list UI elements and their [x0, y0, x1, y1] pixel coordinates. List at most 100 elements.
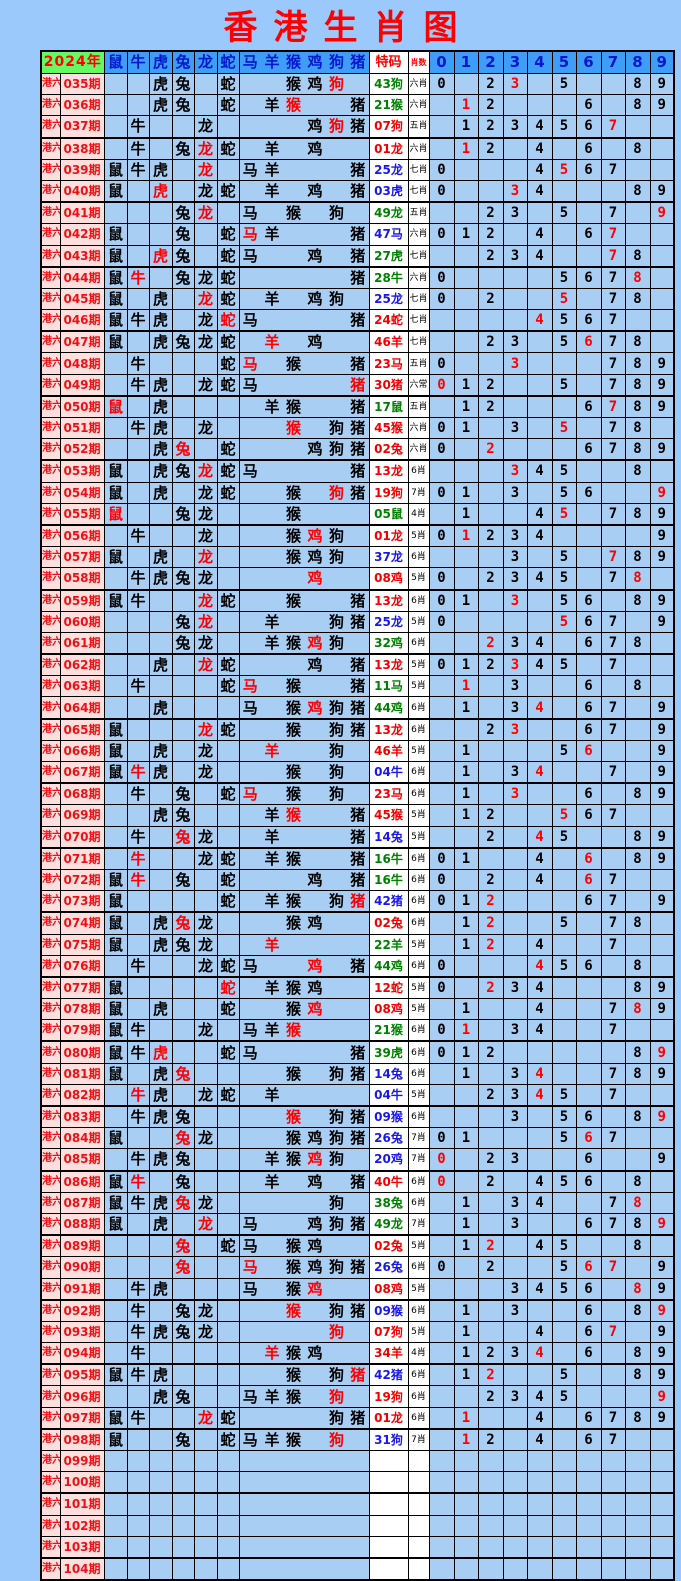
zodiac-cell: 马: [238, 1040, 262, 1064]
tail-digit-cell: [575, 1083, 602, 1107]
zodiac-cell: [304, 1449, 327, 1473]
zodiac-cell: [171, 1535, 195, 1559]
zodiac-cell: [304, 1363, 327, 1387]
tail-digit-cell: 5: [551, 115, 577, 139]
chart-row: 港六 069期虎兔羊猴猪 45猴 5肖 1 2 5 6 7: [40, 804, 675, 827]
tail-digit-cell: 9: [649, 825, 675, 849]
zodiac-cell: [126, 610, 150, 633]
zodiac-cell: 鼠: [103, 1428, 128, 1451]
zodiac-cell: [238, 438, 262, 462]
tail-digit-cell: 3: [502, 459, 528, 483]
period-cell: 086期: [59, 1170, 105, 1193]
chart-row: 港六 098期鼠兔蛇马羊猴狗 31狗 7肖 1 2 4 6 7: [40, 1428, 675, 1451]
zodiac-cell: 龙: [193, 459, 218, 483]
tail-digit-cell: [624, 1535, 651, 1559]
tail-digit-cell: [526, 1299, 553, 1322]
zodiac-cell: 马: [238, 373, 262, 397]
tail-digit-cell: 7: [600, 287, 626, 311]
zodiac-cell: [261, 1191, 284, 1214]
tail-digit-cell: [624, 115, 651, 139]
tail-digit-cell: 7: [600, 438, 626, 462]
chart-row: 港六 072期鼠牛兔蛇鸡猪 16牛 6肖 0 2 4 6 7: [40, 868, 675, 892]
tail-digit-cell: [526, 201, 553, 225]
tail-digit-cell: 5: [551, 481, 577, 504]
tail-digit-cell: [526, 438, 553, 462]
tail-digit-cell: [649, 1535, 675, 1559]
special-number-cell: 31狗: [368, 1428, 409, 1451]
tail-digit-cell: 7: [600, 223, 626, 246]
zodiac-cell: 鸡: [304, 244, 327, 268]
row-prefix-cell: 港六: [40, 1406, 61, 1430]
tail-digit-cell: [526, 1256, 553, 1279]
zodiac-cell: 狗: [326, 1256, 348, 1279]
tail-digit-cell: 8: [624, 1277, 651, 1301]
row-prefix-cell: 港六: [40, 782, 61, 806]
zodiac-cell: 狗: [326, 1320, 348, 1344]
tail-digit-cell: [551, 94, 577, 117]
zodiac-cell: [283, 137, 305, 160]
row-prefix-cell: 港六: [40, 1535, 61, 1559]
tail-digit-cell: [477, 1212, 504, 1237]
tail-digit-cell: [526, 782, 553, 806]
tail-digit-cell: [477, 1492, 504, 1516]
zodiac-cell: [148, 631, 173, 656]
zodiac-cell: 龙: [193, 137, 218, 160]
chart-row: 港六 058期牛虎兔龙鸡 08鸡 5肖 0 2 3 4 5 7 8: [40, 567, 675, 591]
tail-digit-cell: 9: [649, 524, 675, 548]
zodiac-cell: 龙: [193, 589, 218, 612]
zodiac-cell: [238, 524, 262, 548]
tail-digit-cell: [551, 1449, 577, 1473]
zodiac-cell: 蛇: [216, 72, 240, 96]
zodiac-cell: [304, 94, 327, 117]
zodiac-cell: [148, 1492, 173, 1516]
tail-digit-cell: [477, 352, 504, 375]
zodiac-cell: 龙: [193, 115, 218, 139]
zodiac-cell: 狗: [326, 610, 348, 633]
special-number-header: 特码: [368, 50, 409, 74]
tail-digit-cell: 8: [624, 1191, 651, 1214]
zodiac-cell: 牛: [126, 868, 150, 892]
tail-digit-cell: [526, 911, 553, 935]
zodiac-cell: [238, 1191, 262, 1214]
row-prefix-cell: 港六: [40, 718, 61, 741]
tail-digit-cell: [624, 1428, 651, 1451]
tail-digit-cell: [502, 954, 528, 978]
zodiac-cell: 龙: [193, 1406, 218, 1430]
tail-digit-cell: 2: [477, 395, 504, 418]
zodiac-cell: 猴: [283, 696, 305, 720]
zodiac-cell: 牛: [126, 416, 150, 440]
row-prefix-cell: 港六: [40, 266, 61, 289]
zodiac-cell: [347, 1449, 370, 1473]
period-cell: 063期: [59, 675, 105, 698]
zodiac-cell: 兔: [171, 1234, 195, 1258]
zodiac-cell: [103, 631, 128, 656]
zodiac-cell: [326, 1471, 348, 1495]
zodiac-cell: 牛: [126, 1083, 150, 1107]
zodiac-cell: [261, 546, 284, 569]
chart-row: 港六 088期鼠虎龙马鸡狗猪 49龙 7肖 1 3 6 7 8 9: [40, 1212, 675, 1237]
zodiac-count-cell: 6肖: [407, 718, 430, 741]
chart-row: 港六 045期鼠虎龙蛇羊鸡狗 25龙 七肖 0 2 5 7 8: [40, 287, 675, 311]
zodiac-cell: [347, 567, 370, 591]
zodiac-cell: [148, 1406, 173, 1430]
tail-digit-cell: [575, 976, 602, 1000]
tail-digit-cell: 6: [575, 1428, 602, 1451]
zodiac-cell: [261, 1406, 284, 1430]
tail-digit-cell: 1: [453, 1320, 479, 1344]
tail-digit-cell: 6: [575, 868, 602, 892]
zodiac-cell: 猪: [347, 244, 370, 268]
tail-digit-cell: 1: [453, 1191, 479, 1214]
tail-digit-cell: [551, 933, 577, 956]
zodiac-cell: 狗: [326, 1406, 348, 1430]
tail-digit-cell: 4: [526, 1428, 553, 1451]
zodiac-cell: [216, 1363, 240, 1387]
tail-digit-cell: 9: [649, 1299, 675, 1322]
tail-digit-cell: [575, 524, 602, 548]
tail-digit-cell: [551, 1342, 577, 1366]
zodiac-cell: [261, 1127, 284, 1150]
zodiac-cell: [283, 1535, 305, 1559]
row-prefix-cell: 港六: [40, 847, 61, 870]
tail-digit-cell: 8: [624, 1342, 651, 1366]
zodiac-cell: 鸡: [304, 653, 327, 677]
zodiac-cell: [304, 1299, 327, 1322]
